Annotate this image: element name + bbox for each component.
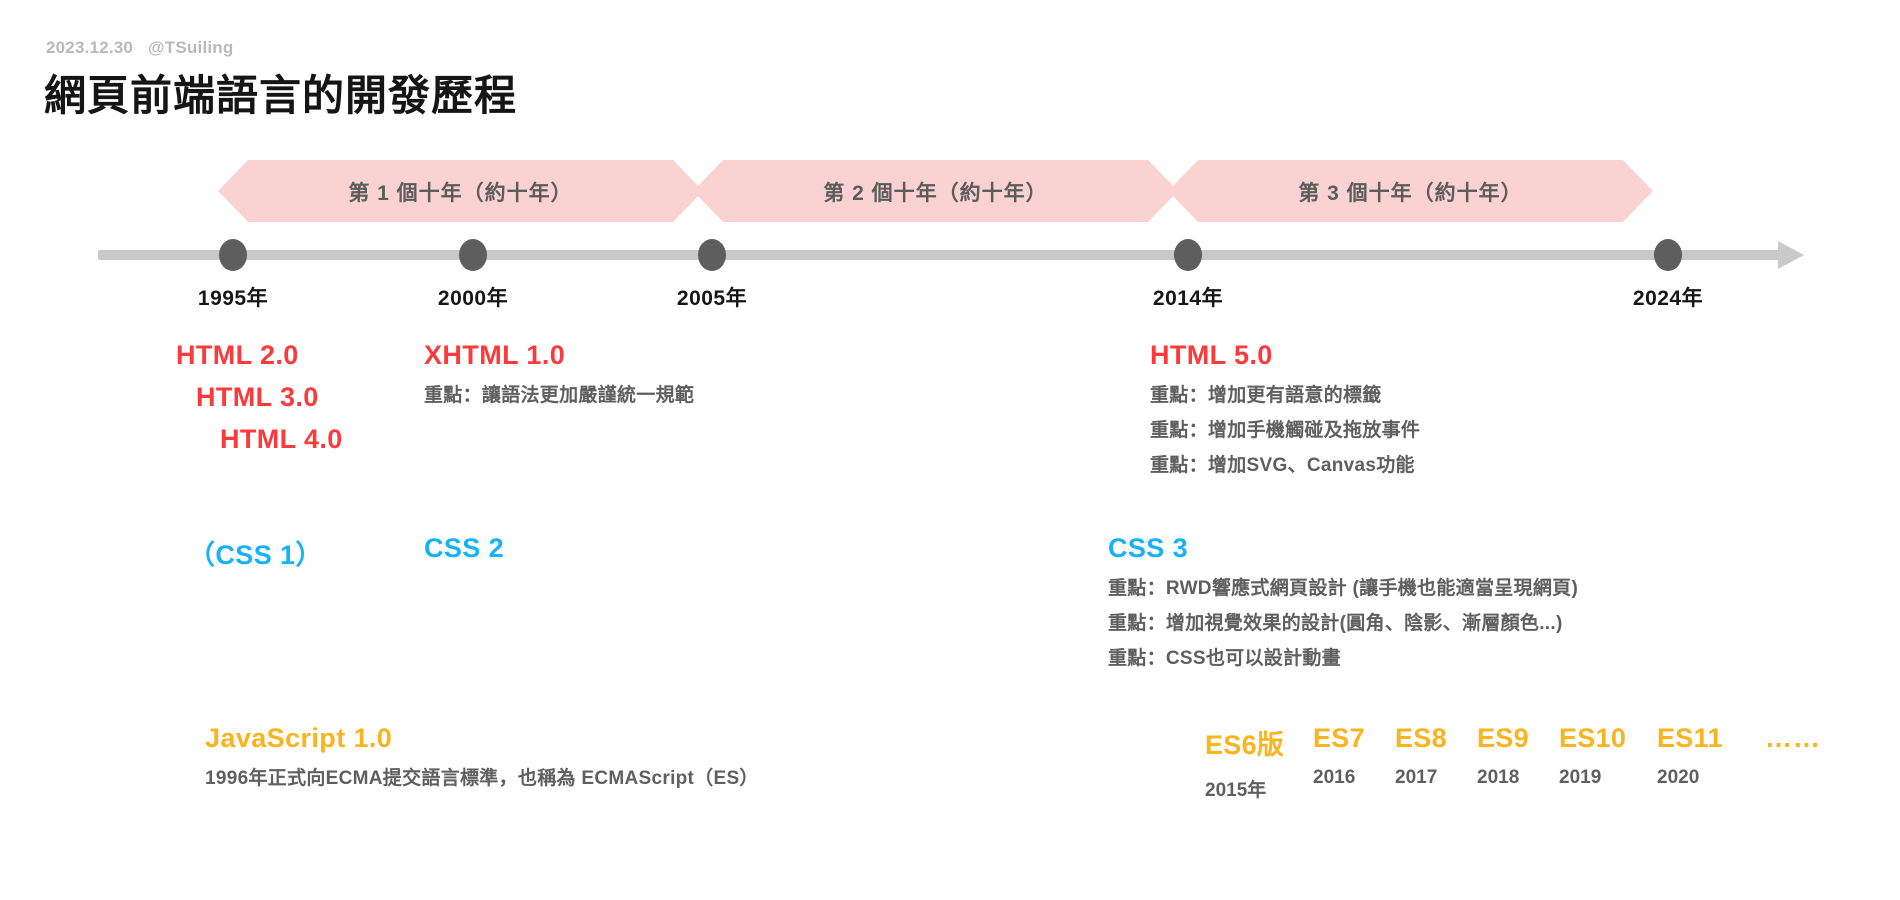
es-version-more: …… [1765, 723, 1821, 754]
es-version-year: 2017 [1395, 767, 1438, 788]
es-version-name: ES7 [1313, 723, 1365, 753]
year-label: 1995年 [197, 287, 269, 310]
es-version-name: ES8 [1395, 723, 1447, 753]
arrow-head-left-icon [693, 160, 723, 222]
javascript-title: JavaScript 1.0 [205, 723, 393, 753]
entry-html-early: HTML 2.0 HTML 3.0 HTML 4.0 [176, 340, 343, 466]
arrow-head-left-icon [218, 160, 248, 222]
css3-note-3: 重點：CSS也可以設計動畫 [1108, 648, 1341, 669]
xhtml-title: XHTML 1.0 [424, 340, 566, 370]
es-version-year: 2019 [1559, 767, 1602, 788]
page-title: 網頁前端語言的開發歷程 [44, 72, 518, 119]
es-version-year: 2020 [1657, 767, 1700, 788]
year-label: 2005年 [676, 287, 748, 310]
year-label: 2000年 [437, 287, 509, 310]
es-version-year: 2018 [1477, 767, 1520, 788]
javascript-note-1: 1996年正式向ECMA提交語言標準，也稱為 ECMAScript（ES） [205, 768, 759, 789]
decade-label: 第 2 個十年（約十年） [823, 182, 1048, 205]
es-version-item: ES7 2016 [1313, 723, 1395, 789]
css3-note-1: 重點：RWD響應式網頁設計 (讓手機也能適當呈現網頁) [1108, 578, 1579, 599]
css3-title: CSS 3 [1108, 533, 1189, 563]
entry-css2: CSS 2 [424, 533, 504, 564]
html5-note-3: 重點：增加SVG、Canvas功能 [1150, 455, 1415, 476]
author-handle: @TSuiling [148, 38, 234, 57]
es-version-item: ES11 2020 [1657, 723, 1765, 789]
es-version-name: ES6版 [1205, 730, 1285, 760]
es-version-year: 2016 [1313, 767, 1356, 788]
publish-date: 2023.12.30 [46, 38, 134, 57]
entry-css3: CSS 3 重點：RWD響應式網頁設計 (讓手機也能適當呈現網頁) 重點：增加視… [1108, 533, 1578, 670]
es-more-label: …… [1765, 723, 1821, 753]
xhtml-note-1: 重點：讓語法更加嚴謹統一規範 [424, 385, 695, 406]
es-version-item: ES9 2018 [1477, 723, 1559, 789]
arrow-head-right-icon [1623, 160, 1653, 222]
timeline-axis: 1995年 2000年 2005年 2014年 2024年 [98, 239, 1804, 310]
year-label: 2014年 [1152, 287, 1224, 310]
decade-arrow-3: 第 3 個十年（約十年） [1168, 160, 1653, 222]
es-version-name: ES10 [1559, 723, 1627, 753]
css3-note-2: 重點：增加視覺效果的設計(圓角、陰影、漸層顏色...) [1108, 613, 1563, 634]
timeline-node [1654, 239, 1682, 271]
arrow-head-left-icon [1168, 160, 1198, 222]
html5-note-2: 重點：增加手機觸碰及拖放事件 [1150, 420, 1421, 441]
axis-line [98, 250, 1790, 260]
es-version-item: ES10 2019 [1559, 723, 1657, 789]
entry-css1: （CSS 1） [188, 533, 323, 572]
decade-label: 第 1 個十年（約十年） [348, 182, 573, 205]
timeline-node [219, 239, 247, 271]
entry-html5: HTML 5.0 重點：增加更有語意的標籤 重點：增加手機觸碰及拖放事件 重點：… [1150, 340, 1420, 477]
es-version-item: ES8 2017 [1395, 723, 1477, 789]
decade-arrows: 第 1 個十年（約十年） 第 2 個十年（約十年） 第 3 個十年（約十年） [0, 160, 1900, 222]
html-3-label: HTML 3.0 [196, 382, 319, 412]
css2-title: CSS 2 [424, 533, 505, 563]
meta-line: 2023.12.30 @TSuiling [46, 38, 233, 58]
entry-xhtml: XHTML 1.0 重點：讓語法更加嚴謹統一規範 [424, 340, 694, 407]
css1-title: （CSS 1） [188, 540, 323, 570]
html5-title: HTML 5.0 [1150, 340, 1273, 370]
html5-note-1: 重點：增加更有語意的標籤 [1150, 385, 1382, 406]
decade-arrow-2: 第 2 個十年（約十年） [693, 160, 1178, 222]
year-label: 2024年 [1632, 287, 1704, 310]
axis-arrow-icon [1778, 241, 1804, 269]
es-version-item: ES6版 2015年 [1205, 723, 1313, 802]
es-version-name: ES11 [1657, 723, 1723, 753]
timeline-node [459, 239, 487, 271]
entry-es-versions: ES6版 2015年 ES7 2016 ES8 2017 ES9 2018 ES… [1205, 723, 1821, 802]
decade-arrow-1: 第 1 個十年（約十年） [218, 160, 703, 222]
html-2-label: HTML 2.0 [176, 340, 299, 370]
decade-label: 第 3 個十年（約十年） [1298, 182, 1523, 205]
timeline-node [698, 239, 726, 271]
entry-javascript: JavaScript 1.0 1996年正式向ECMA提交語言標準，也稱為 EC… [205, 723, 759, 790]
es-version-name: ES9 [1477, 723, 1529, 753]
html-4-label: HTML 4.0 [220, 424, 343, 454]
es-version-year: 2015年 [1205, 780, 1267, 801]
timeline-node [1174, 239, 1202, 271]
